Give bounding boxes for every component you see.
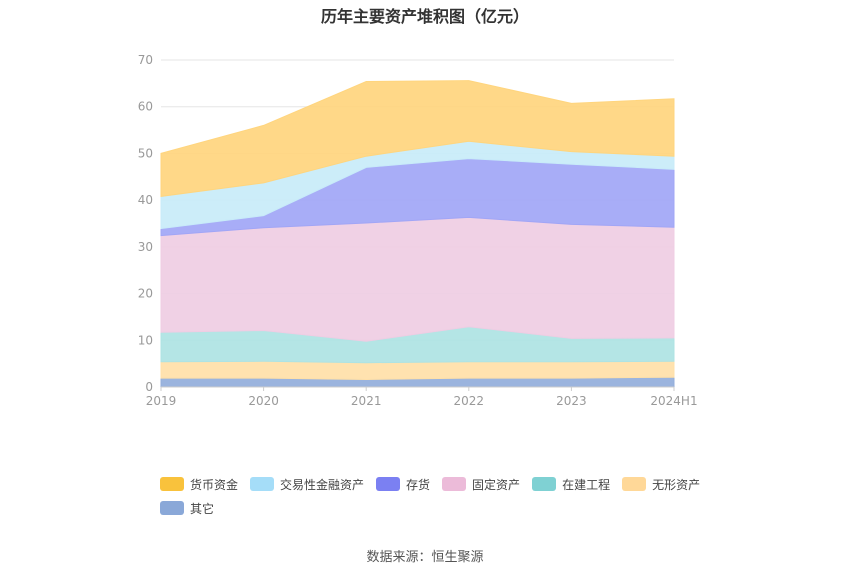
legend-swatch <box>250 477 275 491</box>
area-series-固定资产[interactable] <box>160 216 675 342</box>
y-tick-label: 30 <box>138 240 153 254</box>
legend-swatch <box>376 477 401 491</box>
y-tick-label: 10 <box>138 333 153 347</box>
y-tick-label: 0 <box>145 380 153 394</box>
legend-label: 在建工程 <box>562 477 611 492</box>
y-tick-label: 50 <box>138 146 153 160</box>
y-tick-label: 40 <box>138 193 153 207</box>
legend-label: 交易性金融资产 <box>280 477 365 492</box>
area-series-货币资金[interactable] <box>160 80 675 197</box>
x-tick-label: 2020 <box>248 394 279 408</box>
legend-label: 货币资金 <box>190 477 239 492</box>
legend-swatch <box>622 477 647 491</box>
y-tick-label: 60 <box>138 100 153 114</box>
chart-title: 历年主要资产堆积图（亿元） <box>320 7 529 26</box>
legend-item[interactable]: 交易性金融资产 <box>250 472 364 496</box>
legend-item[interactable]: 货币资金 <box>160 472 238 496</box>
legend-item[interactable]: 其它 <box>160 496 214 520</box>
legend-item[interactable]: 无形资产 <box>622 472 700 496</box>
y-tick-label: 20 <box>138 287 153 301</box>
legend-swatch <box>160 477 184 491</box>
source-note: 数据来源：恒生聚源 <box>366 550 484 565</box>
legend-label: 其它 <box>190 501 215 516</box>
x-tick-label: 2023 <box>556 394 587 408</box>
x-tick-label: 2019 <box>146 394 177 408</box>
area-series-无形资产[interactable] <box>160 360 675 381</box>
legend-label: 存货 <box>406 477 431 492</box>
legend-swatch <box>160 501 184 515</box>
legend-swatch <box>532 477 557 491</box>
legend-item[interactable]: 固定资产 <box>442 472 520 496</box>
legend-label: 固定资产 <box>472 477 521 492</box>
x-tick-label: 2022 <box>454 394 485 408</box>
area-series <box>160 80 675 388</box>
axes: 0 10 20 30 40 50 60 70 2019 2020 2021 2022 2023 2024H… <box>138 53 698 408</box>
legend-item[interactable]: 存货 <box>376 472 430 496</box>
legend-swatch <box>442 477 467 491</box>
x-tick-label: 2024H1 <box>650 394 697 408</box>
y-tick-label: 70 <box>138 53 153 67</box>
legend-item[interactable]: 在建工程 <box>532 472 610 496</box>
legend: 货币资金 交易性金融资产 存货 固定资产 在建工程 无形资产其它 <box>160 472 720 520</box>
legend-label: 无形资产 <box>652 477 701 492</box>
x-tick-label: 2021 <box>351 394 382 408</box>
